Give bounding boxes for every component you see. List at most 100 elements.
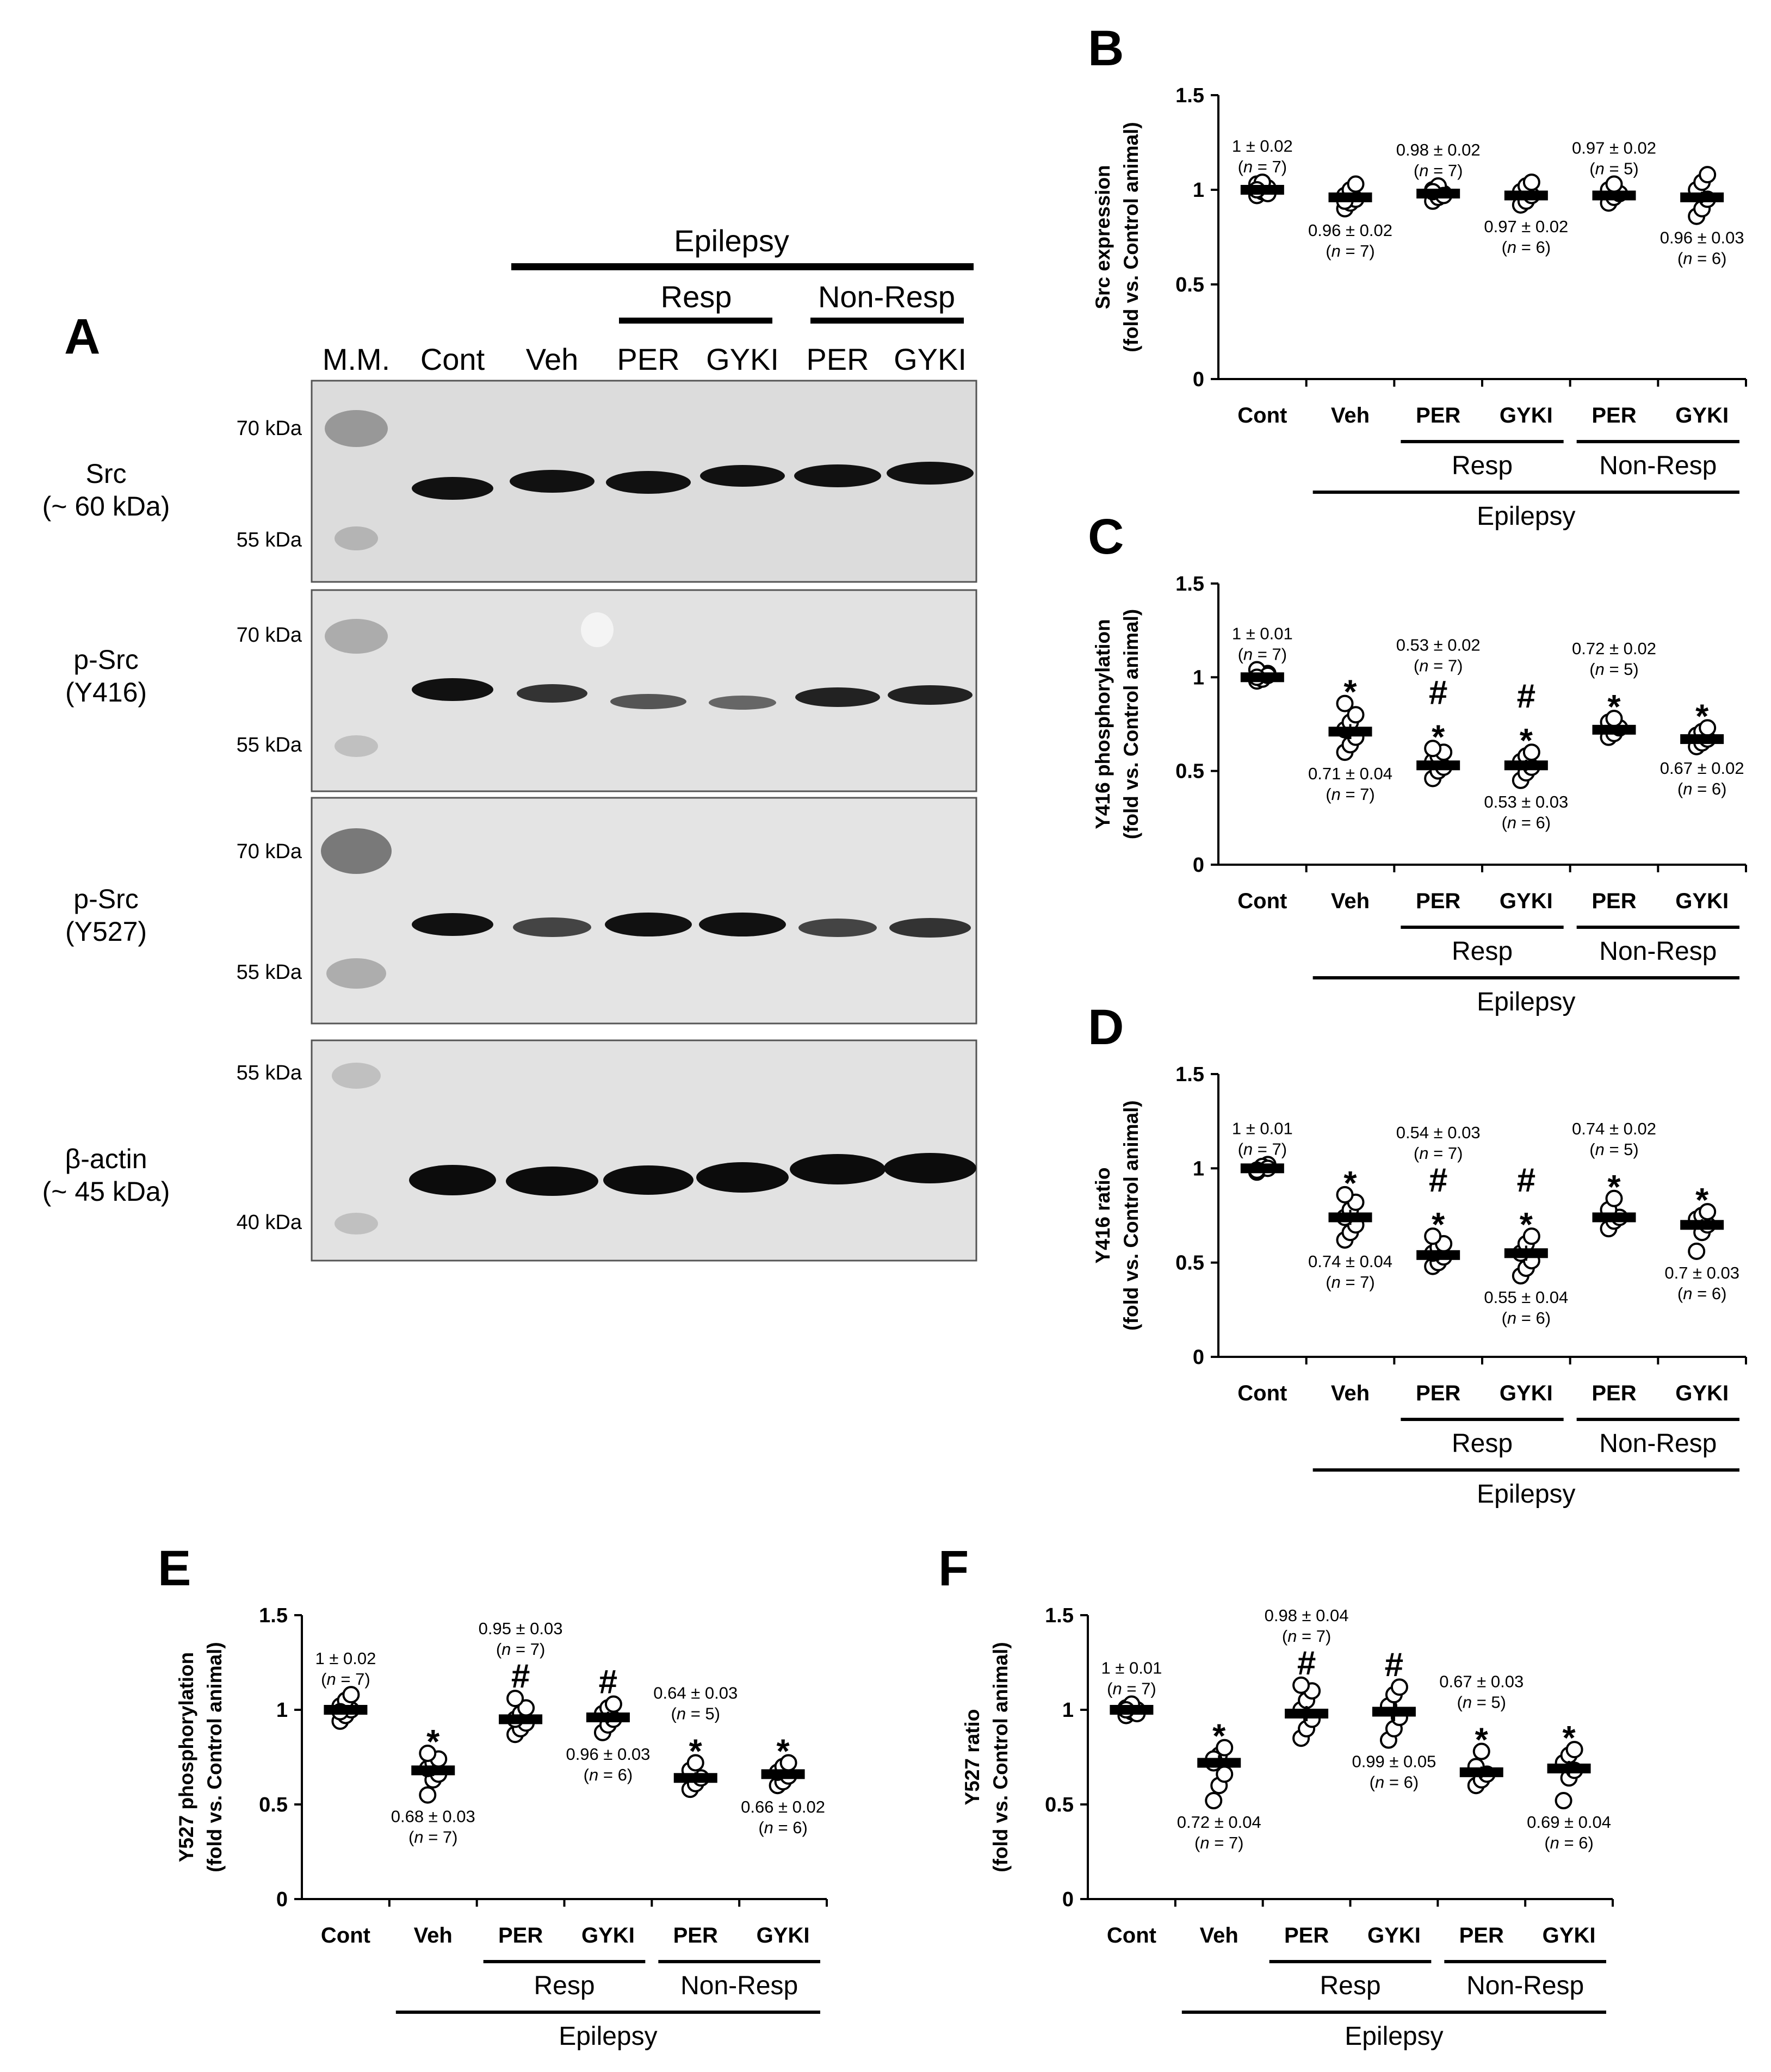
panel-letter: C (1088, 509, 1124, 564)
blot-name: β-actin (65, 1144, 147, 1174)
mean-sem-label: 0.96 ± 0.02 (1308, 221, 1392, 240)
mean-sem-label: 0.98 ± 0.02 (1396, 140, 1481, 159)
nonresp-group-label: Non-Resp (1599, 451, 1717, 480)
panel-a-western-blot: A Epilepsy Resp Non-Resp M.M. Cont Veh P… (42, 224, 977, 1262)
n-label: (n = 7) (1414, 656, 1463, 675)
blot-band (696, 1162, 789, 1193)
panel-f-chart: F 0 0.5 1 1.5 Cont Veh PER GYKI PER GYKI Resp Non-Re… (938, 1541, 1614, 2051)
blot-band (888, 685, 973, 705)
mean-sem-label: 0.74 ± 0.04 (1308, 1252, 1392, 1271)
resp-group-label: Resp (1452, 1429, 1513, 1458)
marker-band (335, 526, 378, 550)
significance-star: * (777, 1733, 790, 1770)
data-point (419, 1786, 437, 1804)
blot-name: p-Src (73, 644, 138, 675)
blot-src: Src (~ 60 kDa) 70 kDa 55 kDa (42, 380, 977, 583)
data-point (1216, 1739, 1234, 1757)
marker-band (321, 828, 392, 874)
significance-star: * (1563, 1720, 1576, 1757)
n-label: (n = 6) (1677, 249, 1726, 268)
significance-star: * (1695, 698, 1709, 735)
blot-marker: 70 kDa (237, 417, 302, 440)
y-tick-label: 0.5 (259, 1794, 288, 1816)
x-category-label: Cont (1237, 889, 1287, 913)
nonresp-group-label: Non-Resp (680, 1971, 798, 2000)
panel-a-letter: A (64, 309, 100, 364)
resp-group-label: Resp (534, 1971, 595, 2000)
x-category-label: GYKI (1500, 1381, 1553, 1405)
blot-band (517, 684, 587, 703)
data-point (1522, 173, 1540, 191)
mean-sem-label: 0.69 ± 0.04 (1527, 1813, 1611, 1832)
data-point (506, 1690, 524, 1708)
blot-band (606, 471, 691, 494)
blot-nonresp-label: Non-Resp (818, 280, 955, 314)
n-label: (n = 6) (1502, 1308, 1551, 1327)
blot-band (700, 465, 785, 487)
data-point (1699, 166, 1717, 184)
significance-hash: # (599, 1664, 617, 1701)
x-category-label: GYKI (757, 1924, 810, 1947)
y-tick-label: 1 (276, 1699, 288, 1722)
data-point (1699, 1203, 1717, 1221)
blot-band (603, 1165, 693, 1195)
nonresp-underline (1576, 440, 1739, 443)
nonresp-group-label: Non-Resp (1599, 937, 1717, 966)
mean-sem-label: 0.66 ± 0.02 (741, 1797, 825, 1816)
data-point (604, 1695, 622, 1713)
blot-band (412, 477, 493, 500)
data-point (1347, 175, 1365, 193)
panel-c-chart: C 0 0.5 1 1.5 Cont Veh PER GYKI PER GYKI Resp Non-Re… (1088, 509, 1747, 1016)
blot-band (790, 1154, 886, 1184)
mean-sem-label: 0.68 ± 0.03 (391, 1807, 475, 1826)
epilepsy-group-label: Epilepsy (1477, 502, 1575, 531)
y-axis-unit-label: (fold vs. Control animal) (1120, 609, 1142, 839)
x-category-label: GYKI (1675, 1381, 1729, 1405)
n-label: (n = 6) (1502, 238, 1551, 257)
significance-star: * (1520, 722, 1533, 760)
data-point (1472, 1742, 1490, 1760)
nonresp-underline (658, 1960, 820, 1963)
y-tick-label: 1 (1062, 1699, 1074, 1722)
n-label: (n = 7) (1238, 645, 1287, 664)
mean-sem-label: 1 ± 0.02 (315, 1649, 376, 1668)
n-label: (n = 5) (1589, 1140, 1638, 1159)
blot-nonresp-bar (810, 318, 964, 324)
n-label: (n = 7) (321, 1670, 370, 1689)
panel-letter: F (938, 1541, 969, 1596)
x-category-label: GYKI (581, 1924, 635, 1947)
y-tick-label: 1.5 (1175, 573, 1204, 595)
x-category-label: GYKI (1367, 1924, 1421, 1947)
significance-hash: # (1429, 1162, 1447, 1199)
blot-band (798, 919, 877, 937)
x-category-label: PER (498, 1924, 543, 1947)
panel-letter: D (1088, 1000, 1124, 1055)
data-point (1522, 1227, 1540, 1245)
n-label: (n = 6) (1502, 813, 1551, 832)
epilepsy-underline (1312, 1468, 1739, 1472)
significance-star: * (1212, 1718, 1226, 1755)
n-label: (n = 6) (758, 1818, 807, 1837)
n-label: (n = 7) (1326, 241, 1374, 260)
data-point (342, 1686, 360, 1704)
blot-subtitle: (~ 45 kDa) (42, 1176, 170, 1207)
blot-band (412, 678, 493, 701)
y-tick-label: 0 (1193, 854, 1204, 877)
n-label: (n = 7) (1326, 1273, 1374, 1292)
significance-star: * (1343, 1165, 1357, 1202)
n-label: (n = 7) (1107, 1679, 1156, 1698)
n-label: (n = 7) (1414, 1144, 1463, 1163)
panel-e-chart: E 0 0.5 1 1.5 Cont Veh PER GYKI PER GYKI Resp Non-Re… (158, 1541, 828, 2051)
x-category-label: GYKI (1675, 889, 1729, 913)
blot-marker: 55 kDa (237, 1062, 302, 1084)
y-tick-label: 0 (1193, 368, 1204, 391)
mean-sem-label: 0.55 ± 0.04 (1484, 1288, 1568, 1307)
significance-star: * (1343, 674, 1357, 711)
n-label: (n = 7) (1326, 785, 1374, 804)
y-axis-title: Y416 ratio (1092, 1168, 1114, 1264)
data-point (1605, 1189, 1623, 1207)
marker-band (335, 735, 378, 757)
mean-sem-label: 1 ± 0.01 (1232, 624, 1293, 643)
mean-sem-label: 0.95 ± 0.03 (479, 1619, 563, 1638)
lane-label: GYKI (894, 342, 967, 376)
